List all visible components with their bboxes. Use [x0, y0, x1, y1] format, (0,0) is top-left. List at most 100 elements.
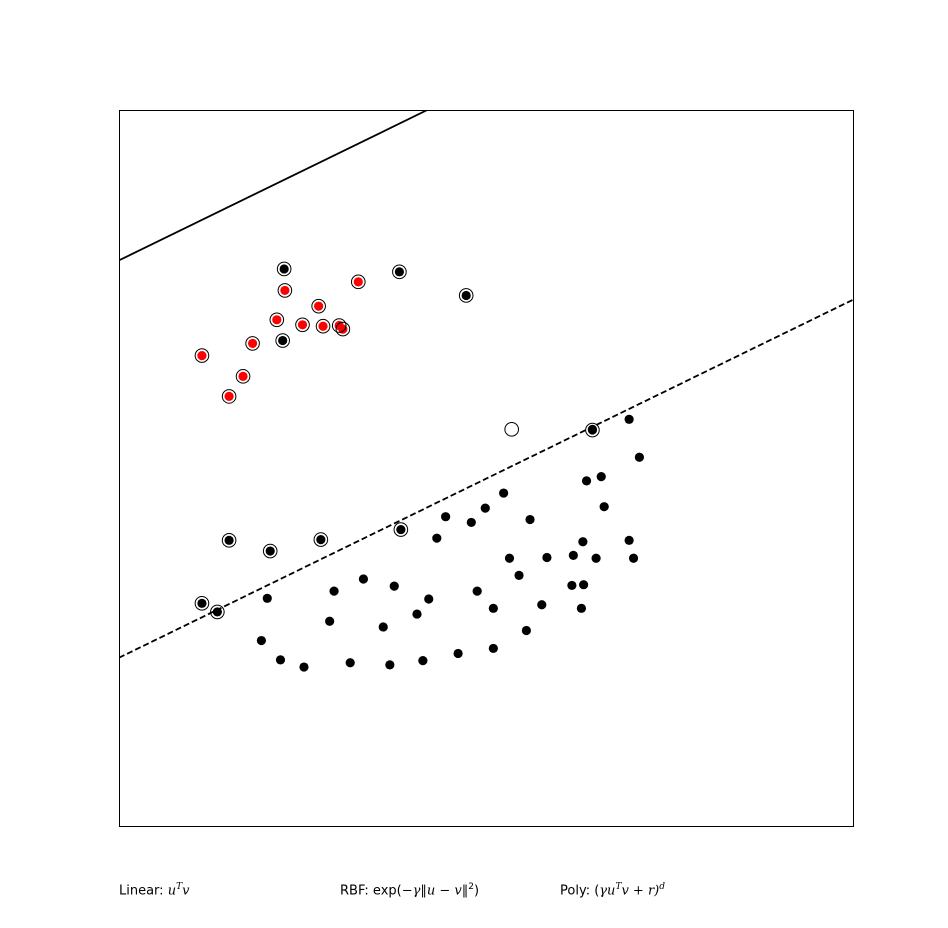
point-s1-28 [514, 570, 524, 581]
support-vector-ring-s1-9 [393, 522, 409, 537]
support-vector-ring-s0-4 [295, 317, 310, 333]
point-s1-9 [581, 476, 592, 486]
point-s1-6 [624, 414, 634, 424]
point-s1-16 [432, 533, 442, 543]
point-s1-42 [537, 600, 547, 610]
support-vector-ring-s1-10 [194, 596, 210, 611]
point-s1-29 [358, 574, 369, 584]
caption-linear-formula: u [167, 883, 177, 899]
caption-linear: Linear: uTv [119, 882, 189, 898]
point-s1-48 [453, 648, 463, 659]
point-s1-25 [542, 552, 552, 563]
point-s0-0 [280, 285, 290, 296]
point-s1-33 [472, 586, 482, 596]
support-vector-ring-s1-3 [275, 333, 290, 348]
solid-line-0 [119, 110, 428, 262]
point-s1-38 [212, 607, 222, 617]
support-vector-ring-s0-11 [221, 389, 237, 404]
point-s1-18 [316, 535, 326, 545]
caption-rbf: RBF: exp(−γ‖u − v‖2) [340, 882, 479, 898]
caption-rbf-sup: 2 [468, 882, 474, 892]
support-vector-ring-s1-11 [210, 604, 225, 620]
caption-rbf-formula: −γ‖u − v‖ [401, 883, 469, 899]
caption-poly: Poly: (γuTv + r)d [560, 882, 665, 898]
support-vector-ring-s0-6 [315, 318, 331, 334]
point-s1-47 [488, 643, 498, 654]
point-s1-50 [299, 662, 309, 672]
caption-linear-sup: T [176, 882, 183, 892]
caption-poly-label: Poly: ( [560, 883, 600, 899]
point-s1-41 [412, 609, 422, 619]
caption-poly-mid: v + r) [621, 883, 660, 899]
support-vector-ring-s1-8 [313, 532, 329, 547]
point-s1-14 [466, 517, 476, 528]
support-vector-ring-s0-8 [335, 321, 351, 337]
point-s1-36 [197, 598, 207, 608]
support-vector-ring-s0-2 [350, 274, 366, 290]
point-s1-43 [325, 616, 335, 626]
point-s0-1 [314, 301, 324, 311]
point-s1-7 [634, 452, 645, 462]
support-vector-ring-s1-5 [585, 422, 600, 438]
support-vector-ring-s0-0 [277, 283, 293, 298]
support-vector-ring-s0-9 [235, 369, 251, 384]
point-s0-6 [318, 321, 328, 331]
plot-area-frame [119, 110, 854, 827]
point-s1-24 [568, 550, 578, 560]
point-s1-27 [628, 553, 639, 563]
point-s0-5 [247, 338, 258, 349]
point-s1-37 [262, 593, 272, 603]
point-s1-15 [441, 512, 451, 522]
point-s1-20 [224, 535, 234, 545]
point-s1-21 [504, 553, 515, 563]
point-s1-23 [578, 537, 588, 547]
point-s1-17 [396, 524, 406, 535]
point-s1-13 [525, 514, 535, 525]
support-vector-ring-s0-7 [331, 318, 347, 333]
point-s1-53 [418, 656, 428, 666]
point-s1-3 [278, 335, 288, 346]
point-s1-30 [389, 581, 399, 591]
dashed-line-1 [119, 298, 853, 659]
point-s1-19 [265, 546, 275, 556]
caption-linear-tail: v [182, 883, 190, 899]
point-s0-3 [272, 315, 282, 325]
point-s0-2 [353, 277, 363, 287]
point-s1-32 [567, 580, 577, 591]
decision-lines [119, 110, 853, 659]
support-vector-ring-s1-0 [392, 264, 407, 280]
support-vector-ring-s0-5 [245, 336, 260, 351]
caption-rbf-tail: ) [474, 883, 480, 899]
point-s1-51 [345, 658, 355, 668]
caption-rbf-label: RBF: exp( [340, 883, 402, 899]
point-s1-0 [394, 267, 404, 277]
point-s1-8 [596, 471, 606, 482]
point-s1-49 [275, 655, 286, 665]
point-s1-2 [461, 290, 471, 301]
caption-poly-sup2: d [659, 882, 666, 892]
point-s1-39 [488, 603, 498, 613]
point-s1-46 [256, 635, 266, 646]
point-s1-5 [587, 424, 598, 434]
point-s1-1 [279, 264, 289, 274]
caption-linear-label: Linear: [119, 883, 168, 899]
point-s0-10 [197, 350, 207, 361]
point-s1-52 [385, 660, 395, 670]
point-s1-40 [576, 603, 587, 613]
point-s1-35 [424, 594, 434, 604]
point-s1-10 [599, 502, 609, 512]
support-vector-ring-s1-1 [276, 261, 292, 277]
point-s1-22 [624, 535, 634, 545]
point-s1-34 [329, 586, 339, 596]
support-vector-ring-s0-1 [311, 298, 326, 314]
point-s0-9 [238, 371, 248, 381]
support-vector-ring-s0-10 [194, 348, 210, 363]
point-s1-44 [378, 622, 388, 632]
scatter-points [194, 261, 645, 672]
point-s1-31 [579, 580, 589, 590]
caption-poly-sup1: T [615, 882, 622, 892]
support-vector-ring-s1-4 [504, 422, 519, 437]
support-vector-ring-s1-2 [458, 288, 474, 303]
support-vector-ring-s0-3 [269, 312, 285, 328]
